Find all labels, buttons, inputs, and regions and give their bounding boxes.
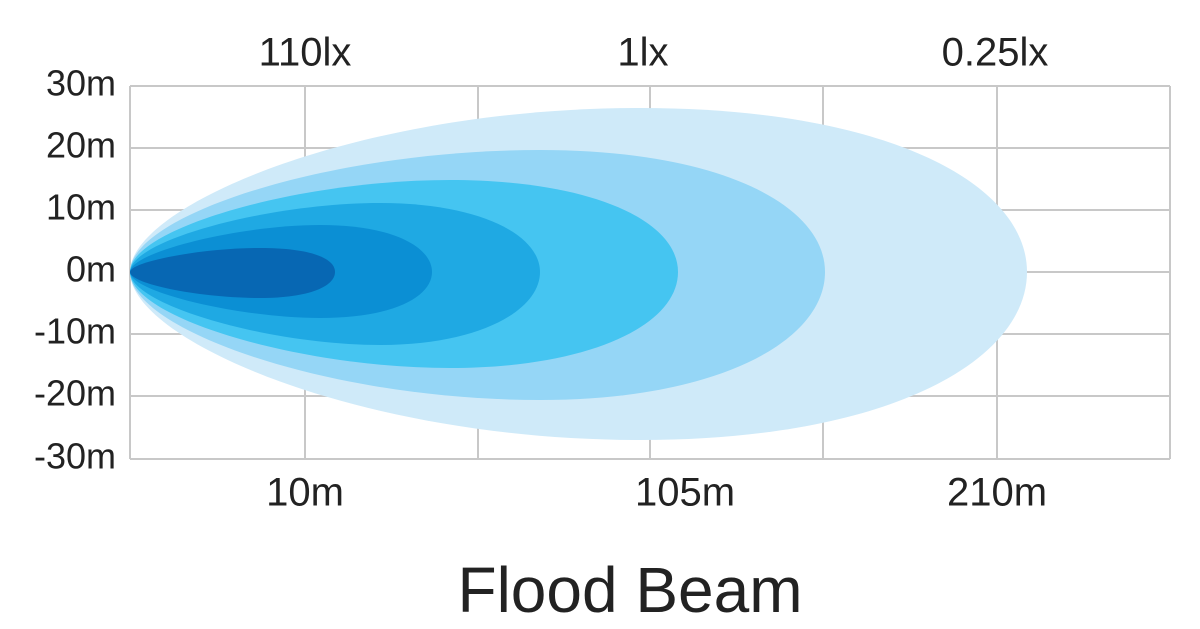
y-label: -10m bbox=[34, 311, 116, 352]
y-label: 10m bbox=[46, 187, 116, 228]
distance-label: 210m bbox=[947, 471, 1047, 515]
beam bbox=[130, 108, 1027, 440]
lux-label: 110lx bbox=[259, 31, 352, 75]
top-labels: 110lx 1lx 0.25lx bbox=[259, 31, 1049, 75]
beam-zone bbox=[130, 248, 335, 298]
lux-label: 1lx bbox=[617, 31, 668, 75]
distance-label: 10m bbox=[266, 471, 344, 515]
title: Flood Beam bbox=[457, 554, 802, 626]
y-label: 0m bbox=[66, 249, 116, 290]
y-label: -20m bbox=[34, 373, 116, 414]
y-label: -30m bbox=[34, 436, 116, 477]
lux-label: 0.25lx bbox=[942, 31, 1049, 75]
y-label: 30m bbox=[46, 63, 116, 104]
y-labels: 30m 20m 10m 0m -10m -20m -30m bbox=[34, 63, 116, 477]
y-label: 20m bbox=[46, 125, 116, 166]
distance-label: 105m bbox=[635, 471, 735, 515]
bottom-labels: 10m 105m 210m bbox=[266, 471, 1047, 515]
